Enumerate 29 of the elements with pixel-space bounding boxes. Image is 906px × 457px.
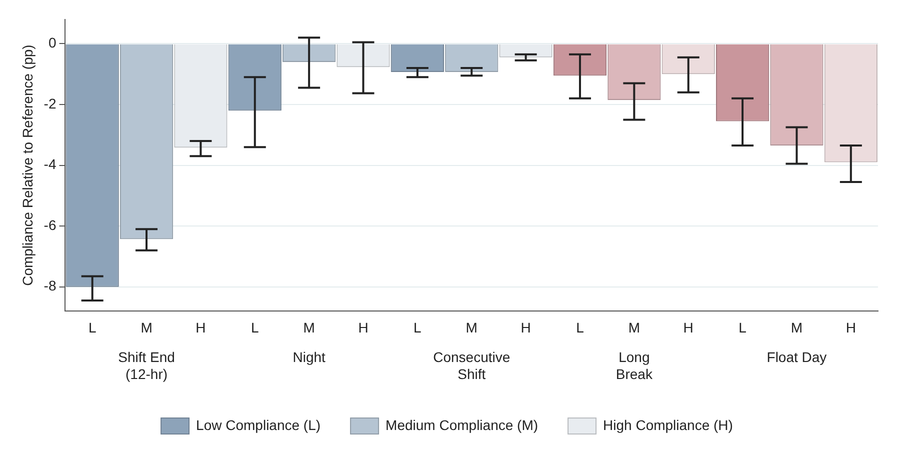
x-tick-label: H [683,319,694,336]
x-tick-label: H [846,319,856,336]
legend-label: Low Compliance (L) [196,416,321,433]
x-tick-label: L [576,319,584,336]
y-tick-label: -6 [44,216,56,233]
text: Night [292,349,326,366]
y-tick-label: -2 [44,95,56,112]
x-tick-label: H [196,319,206,336]
x-tick-label: M [303,319,315,336]
y-axis-title: Compliance Relative to Reference (pp) [19,44,36,286]
x-tick-label: M [790,319,803,336]
text: Float Day [766,349,827,366]
x-tick-label: L [88,319,96,336]
y-tick-label: -4 [44,156,56,172]
y-tick-label: -8 [44,278,56,294]
x-tick-label: L [414,319,422,336]
x-tick-label: M [140,319,152,336]
text: Long Break [616,349,654,382]
text: Consecutive Shift [433,349,510,382]
x-tick-label: H [358,319,368,336]
text: Shift End (12-hr) [118,349,175,382]
x-tick-label: H [520,319,531,336]
x-tick-label: L [738,319,747,336]
x-tick-label: M [466,319,478,336]
legend-label: High Compliance (H) [603,416,733,433]
legend-label: Medium Compliance (M) [386,416,538,433]
x-tick-label: L [250,319,259,336]
x-tick-label: M [628,319,640,336]
y-tick-label: 0 [48,34,56,51]
